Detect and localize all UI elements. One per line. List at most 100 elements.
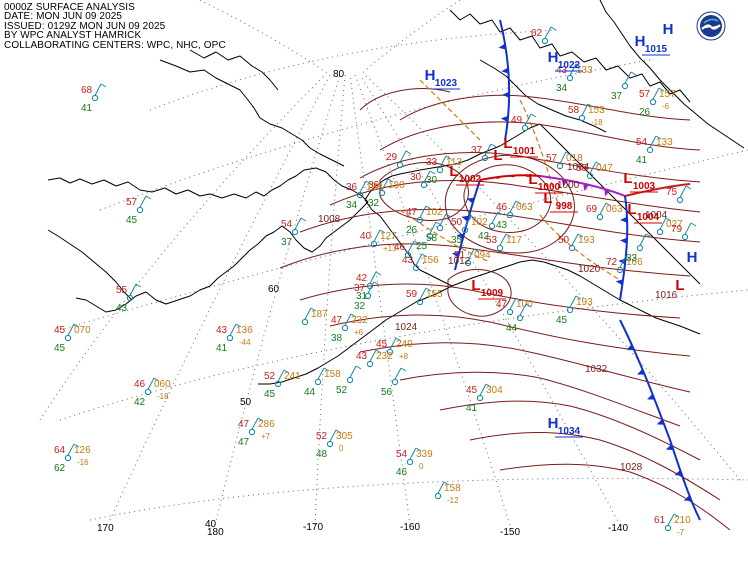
- station-pressure: 136: [236, 325, 253, 336]
- station-pressure: 153: [588, 105, 605, 116]
- station-circle: [341, 324, 349, 332]
- front-semicircle: [509, 175, 516, 178]
- station-s52: 46: [394, 240, 420, 259]
- wind-barb: [589, 161, 597, 174]
- wind-barb: [679, 185, 687, 198]
- station-pressure: 127: [380, 231, 397, 242]
- station-circle: [391, 378, 399, 386]
- station-circle: [496, 244, 504, 252]
- station-circle: [521, 124, 529, 132]
- station-dewpoint: 45: [556, 315, 568, 326]
- station-dewpoint: 41: [216, 343, 228, 354]
- station-circle: [541, 37, 549, 45]
- isobar-label-i1012: 1012: [448, 256, 471, 267]
- station-pressure: 113: [446, 157, 462, 168]
- station-circle: [556, 162, 564, 170]
- isobar-d: [329, 179, 701, 213]
- station-dewpoint: 37: [611, 91, 623, 102]
- station-dewpoint: 41: [81, 103, 93, 114]
- station-circle: [291, 228, 299, 236]
- station-circle: [506, 308, 514, 316]
- wind-barb: [415, 253, 423, 266]
- parallel-40: [89, 477, 748, 521]
- station-s38: 50 193: [558, 233, 595, 252]
- station-temp: 64: [54, 445, 66, 456]
- center-pressure-l3: 1000: [538, 182, 561, 193]
- station-circle: [578, 114, 586, 122]
- wind-barb-flag: [485, 383, 492, 388]
- station-s23: 36 32 130: [368, 178, 405, 209]
- isobar-m: [499, 463, 731, 531]
- station-temp: 47: [496, 299, 508, 310]
- station-temp: 54: [636, 137, 648, 148]
- high-center-h3: H: [663, 21, 674, 38]
- station-temp: 68: [81, 85, 93, 96]
- center-pressure-l2: 1002: [459, 174, 482, 185]
- station-pressure: 241: [284, 371, 301, 382]
- isobar-low-ring1: [463, 164, 552, 234]
- grid-label-lon170: 170: [97, 523, 114, 534]
- wind-barb-flag: [100, 83, 107, 88]
- wind-barb-flag: [645, 233, 652, 238]
- station-temp: 30: [410, 172, 422, 183]
- center-pressure-h5: 1022: [558, 60, 581, 71]
- front-triangle: [461, 215, 469, 222]
- station-dewpoint: 32: [354, 301, 366, 312]
- wind-barb-flag: [625, 255, 632, 260]
- station-pressure: 102: [471, 217, 488, 228]
- front-semicircle: [668, 186, 675, 189]
- isobar-label-i1000: 1000: [557, 180, 580, 191]
- wind-barb-flag: [375, 271, 382, 276]
- station-tendency: -44: [239, 338, 251, 347]
- station-dewpoint: 45: [264, 389, 276, 400]
- wind-barb: [294, 217, 302, 230]
- station-circle: [636, 244, 644, 252]
- wind-barb: [359, 180, 367, 193]
- wind-barb: [304, 307, 312, 320]
- station-pressure: 187: [311, 309, 328, 320]
- front-triangle: [500, 116, 509, 122]
- station-temp: 47: [406, 207, 418, 218]
- wind-barb: [344, 313, 352, 326]
- wind-barb-flag: [595, 161, 602, 166]
- station-s48: 49: [511, 113, 537, 132]
- station-circle: [436, 224, 444, 232]
- station-circle: [314, 378, 322, 386]
- grid-label-lat40: 40: [205, 519, 217, 530]
- front-triangle: [615, 279, 624, 286]
- center-pressure-l6: 1004: [637, 212, 660, 223]
- chukotka-coast: [159, 59, 345, 167]
- station-pressure: 102: [426, 207, 443, 218]
- wind-barb-flag: [665, 217, 672, 222]
- wind-barb: [581, 103, 589, 116]
- wind-barb-flag: [473, 248, 480, 253]
- station-pressure: 305: [336, 431, 353, 442]
- isobar-i: [359, 342, 691, 393]
- station-temp: 50: [558, 235, 570, 246]
- station-s31: 51 094: [454, 248, 491, 267]
- isobar-far-west: [359, 88, 451, 111]
- wind-barb-flag: [135, 283, 142, 288]
- wind-barb-flag: [685, 185, 692, 190]
- wind-barb: [409, 447, 417, 460]
- wind-barb-flag: [350, 313, 357, 318]
- station-temp: 43: [402, 255, 414, 266]
- parallel-50: [59, 289, 748, 421]
- station-temp: 49: [511, 115, 523, 126]
- station-s54: 62: [531, 26, 557, 45]
- wind-barb: [251, 417, 259, 430]
- front-triangle: [561, 179, 568, 187]
- low-center-l6: L: [627, 201, 636, 218]
- wind-barb: [429, 221, 437, 234]
- station-pressure: 126: [74, 445, 91, 456]
- map-header: 0000Z SURFACE ANALYSIS DATE: MON JUN 09 …: [4, 2, 226, 50]
- station-circle: [326, 440, 334, 448]
- wind-barb-flag: [575, 63, 582, 68]
- front-triangle: [451, 251, 460, 258]
- station-s34: 46 43 063: [496, 200, 533, 231]
- station-s60: 58: [426, 213, 452, 244]
- station-pressure: 166: [626, 257, 643, 268]
- station-tendency: -18: [157, 392, 169, 401]
- station-s30: 50 35 102: [451, 215, 488, 246]
